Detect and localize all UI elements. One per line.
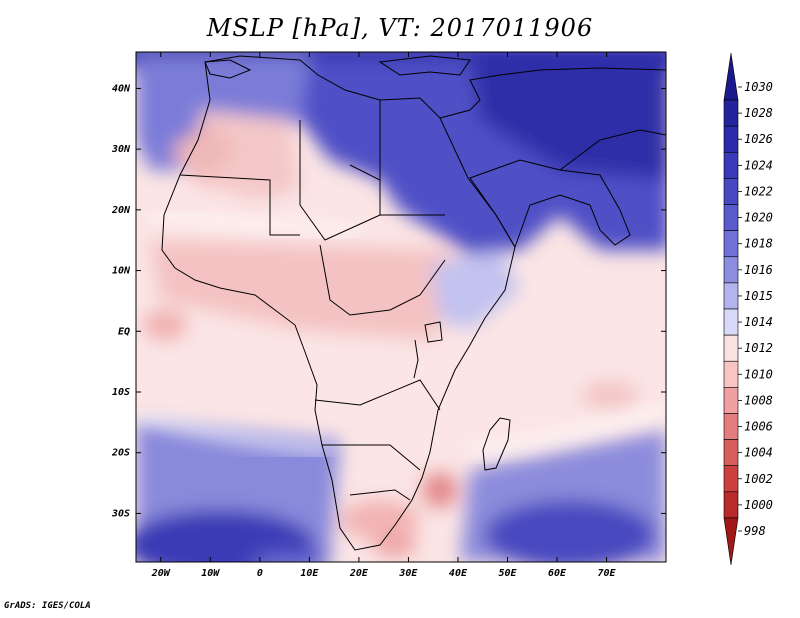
colorbar-label: 1000	[744, 498, 773, 512]
colorbar-segment	[723, 517, 739, 565]
border-central-africa	[319, 244, 446, 316]
colorbar-segment	[723, 178, 739, 205]
colorbar-segment	[723, 99, 739, 127]
gulf-guinea-low	[143, 310, 187, 340]
arabia-coastline	[469, 159, 631, 249]
colorbar-segment	[723, 53, 739, 101]
madagascar-coastline	[482, 417, 511, 471]
morocco-low	[170, 120, 240, 185]
x-tick-label: 60E	[548, 568, 567, 579]
coastlines	[161, 55, 666, 551]
x-tick-label: 20E	[349, 568, 369, 579]
colorbar-segment	[723, 491, 739, 519]
y-tick-label: 10S	[112, 387, 130, 398]
levant-coastline	[439, 67, 666, 119]
credit-text: GrADS: IGES/COLA	[4, 601, 91, 611]
colorbar-label: 998	[744, 524, 766, 538]
x-tick-label: 70E	[598, 568, 617, 579]
colorbar-label: 1006	[744, 420, 773, 434]
colorbar-segment	[723, 256, 739, 284]
border-namibia-botswana	[322, 444, 421, 471]
colorbar-label: 1030	[744, 80, 773, 94]
south-indian-1014-band	[469, 405, 666, 460]
colorbar-segment	[723, 151, 739, 179]
colorbar-label: 1015	[744, 289, 773, 303]
south-atlantic-1014-band	[136, 410, 331, 455]
iberia-coastline	[204, 59, 252, 79]
x-axis: 20W 10W 0 10E 20E 30E 40E 50E 60E 70E	[151, 52, 617, 579]
lake-victoria	[424, 321, 443, 343]
border-angola-zambia	[314, 379, 441, 411]
y-tick-label: 30S	[111, 508, 130, 519]
colorbar-label: 1028	[744, 106, 773, 120]
y-tick-label: EQ	[118, 326, 130, 337]
colorbar-segment	[723, 230, 739, 258]
y-tick-label: 30N	[111, 144, 131, 155]
colorbar-label: 1024	[744, 158, 773, 172]
colorbar-label: 1002	[744, 472, 773, 486]
colorbar-label: 1014	[744, 315, 773, 329]
colorbar-segment	[723, 308, 739, 336]
border-libya	[299, 120, 381, 241]
africa-coastline	[161, 55, 516, 551]
x-tick-label: 50E	[498, 568, 517, 579]
colorbar-segment	[723, 125, 739, 153]
border-egypt-sudan	[379, 100, 445, 216]
iran-high-core	[470, 60, 666, 180]
x-tick-label: 0	[257, 568, 263, 579]
tropical-low-belt	[150, 240, 460, 340]
y-tick-label: 10N	[112, 266, 131, 277]
colorbar-label: 1012	[744, 341, 773, 355]
colorbar-segment	[723, 439, 739, 467]
colorbar-label: 1016	[744, 263, 773, 277]
colorbar-label: 1004	[744, 446, 773, 460]
colorbar-label: 1010	[744, 367, 773, 381]
y-tick-label: 20S	[111, 448, 130, 459]
x-tick-label: 10E	[300, 568, 319, 579]
colorbar-label: 1008	[744, 393, 773, 407]
y-tick-label: 20N	[111, 205, 131, 216]
southern-edge-high	[250, 550, 330, 562]
lake-tanganyika	[413, 339, 419, 379]
colorbar-segment	[723, 204, 739, 231]
map-frame	[135, 51, 667, 563]
mozambique-low	[422, 472, 458, 508]
iran-coastline	[559, 129, 666, 171]
colorbar-segment	[723, 360, 739, 388]
x-tick-label: 10W	[201, 568, 220, 579]
colorbar-segment	[723, 413, 739, 440]
border-west-sahara	[179, 174, 300, 236]
border-south-africa	[349, 489, 411, 501]
colorbar-segment	[723, 465, 739, 493]
x-tick-label: 30E	[398, 568, 418, 579]
south-atlantic-high	[136, 510, 315, 562]
south-africa-low	[340, 500, 420, 540]
balkans-coastline	[378, 55, 471, 76]
x-tick-label: 40E	[449, 568, 468, 579]
sahel-1014-band	[149, 211, 361, 239]
south-indian-high	[485, 500, 655, 562]
colorbar-segment	[723, 282, 739, 310]
colorbar-label: 1022	[744, 184, 773, 198]
colorbar-label: 1020	[744, 211, 773, 225]
pressure-field	[136, 52, 666, 562]
y-axis: 40N 30N 20N 10N EQ 10S 20S 30S	[111, 83, 666, 519]
colorbar-segment	[723, 387, 739, 414]
x-tick-label: 20W	[151, 568, 171, 579]
colorbar-segment	[723, 334, 739, 362]
plot-title: MSLP [hPa], VT: 2017011906	[206, 14, 594, 42]
horn-ridge	[430, 250, 520, 330]
colorbar-label: 1018	[744, 237, 773, 251]
y-tick-label: 40N	[112, 83, 131, 94]
colorbar-label: 1026	[744, 132, 773, 146]
colorbar: 1030 1028 1026 1024 1022 1020 1018 1016 1015 1014…	[723, 53, 773, 565]
indian-ocean-low	[582, 381, 638, 409]
